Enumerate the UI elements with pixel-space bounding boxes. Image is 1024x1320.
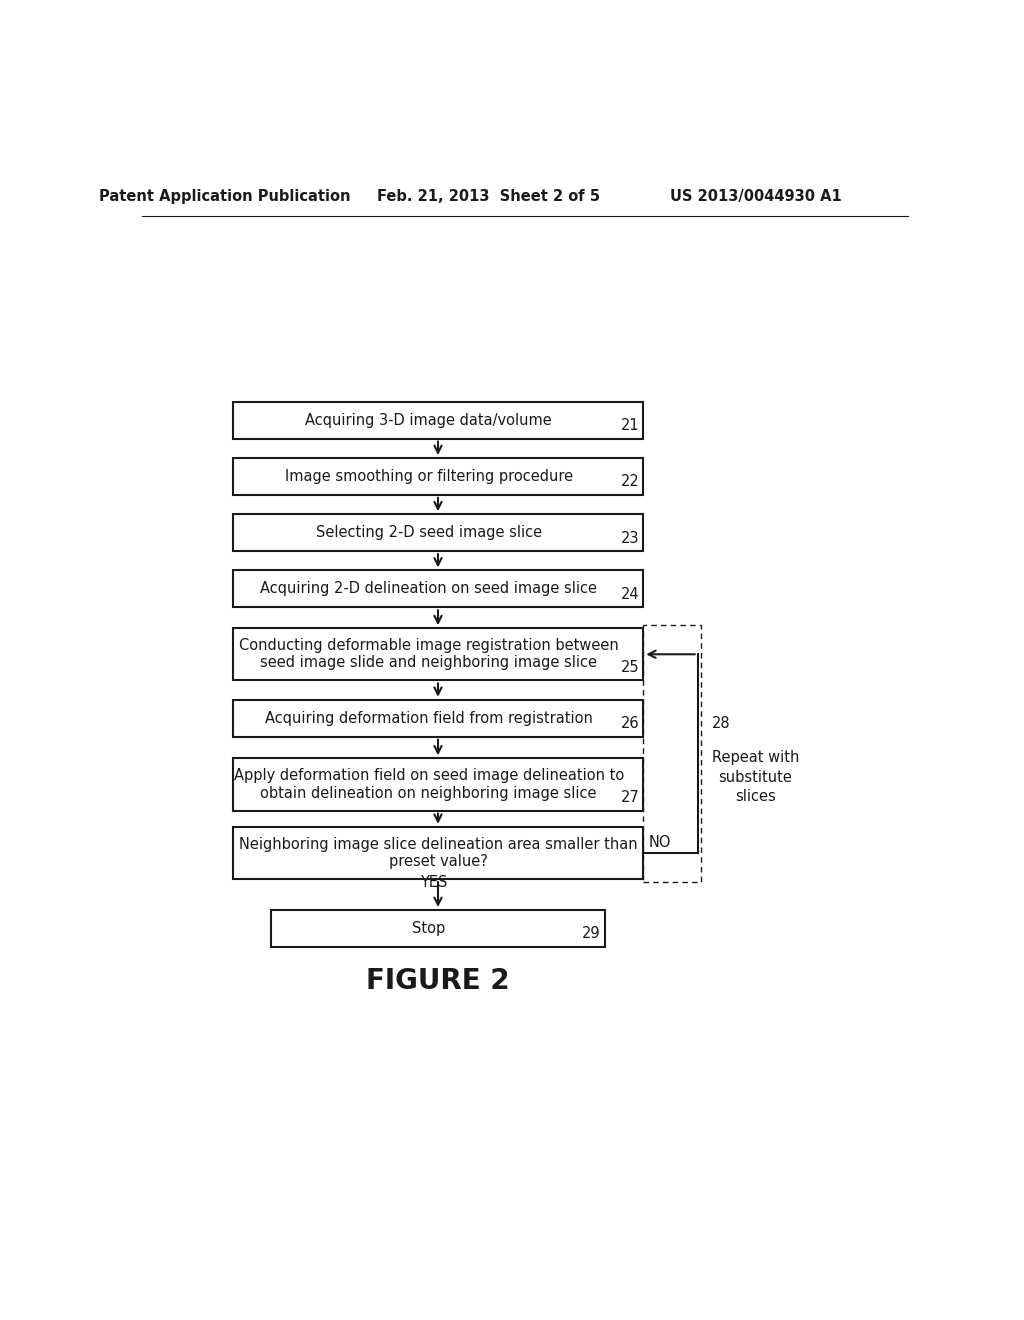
Bar bbox=[232, 458, 643, 495]
Text: 26: 26 bbox=[621, 717, 640, 731]
Bar bbox=[232, 700, 643, 737]
Bar bbox=[643, 626, 700, 882]
Text: 24: 24 bbox=[621, 587, 640, 602]
Text: 25: 25 bbox=[621, 660, 640, 675]
Text: YES: YES bbox=[421, 875, 447, 890]
Text: 21: 21 bbox=[621, 418, 640, 433]
Text: Acquiring deformation field from registration: Acquiring deformation field from registr… bbox=[265, 710, 593, 726]
Bar bbox=[232, 758, 643, 810]
Bar bbox=[232, 515, 643, 552]
Bar bbox=[232, 628, 643, 681]
Text: 29: 29 bbox=[582, 927, 601, 941]
Text: 22: 22 bbox=[621, 474, 640, 490]
Text: Apply deformation field on seed image delineation to
obtain delineation on neigh: Apply deformation field on seed image de… bbox=[233, 768, 624, 801]
Text: FIGURE 2: FIGURE 2 bbox=[367, 966, 510, 995]
Text: Acquiring 3-D image data/volume: Acquiring 3-D image data/volume bbox=[305, 413, 552, 428]
Text: Selecting 2-D seed image slice: Selecting 2-D seed image slice bbox=[315, 525, 542, 540]
Text: 28: 28 bbox=[712, 715, 730, 730]
Text: Neighboring image slice delineation area smaller than
preset value?: Neighboring image slice delineation area… bbox=[239, 837, 637, 869]
Bar bbox=[232, 826, 643, 879]
Text: Conducting deformable image registration between
seed image slide and neighborin: Conducting deformable image registration… bbox=[239, 638, 618, 671]
Bar bbox=[232, 570, 643, 607]
Text: Repeat with
substitute
slices: Repeat with substitute slices bbox=[712, 750, 799, 804]
Text: NO: NO bbox=[649, 834, 672, 850]
Text: Patent Application Publication: Patent Application Publication bbox=[99, 189, 350, 205]
Bar bbox=[232, 401, 643, 438]
Bar bbox=[271, 909, 604, 946]
Text: 23: 23 bbox=[621, 531, 639, 545]
Text: US 2013/0044930 A1: US 2013/0044930 A1 bbox=[670, 189, 842, 205]
Text: Feb. 21, 2013  Sheet 2 of 5: Feb. 21, 2013 Sheet 2 of 5 bbox=[377, 189, 600, 205]
Text: Stop: Stop bbox=[412, 921, 445, 936]
Text: Image smoothing or filtering procedure: Image smoothing or filtering procedure bbox=[285, 469, 572, 484]
Text: Acquiring 2-D delineation on seed image slice: Acquiring 2-D delineation on seed image … bbox=[260, 581, 597, 597]
Text: 27: 27 bbox=[621, 791, 640, 805]
